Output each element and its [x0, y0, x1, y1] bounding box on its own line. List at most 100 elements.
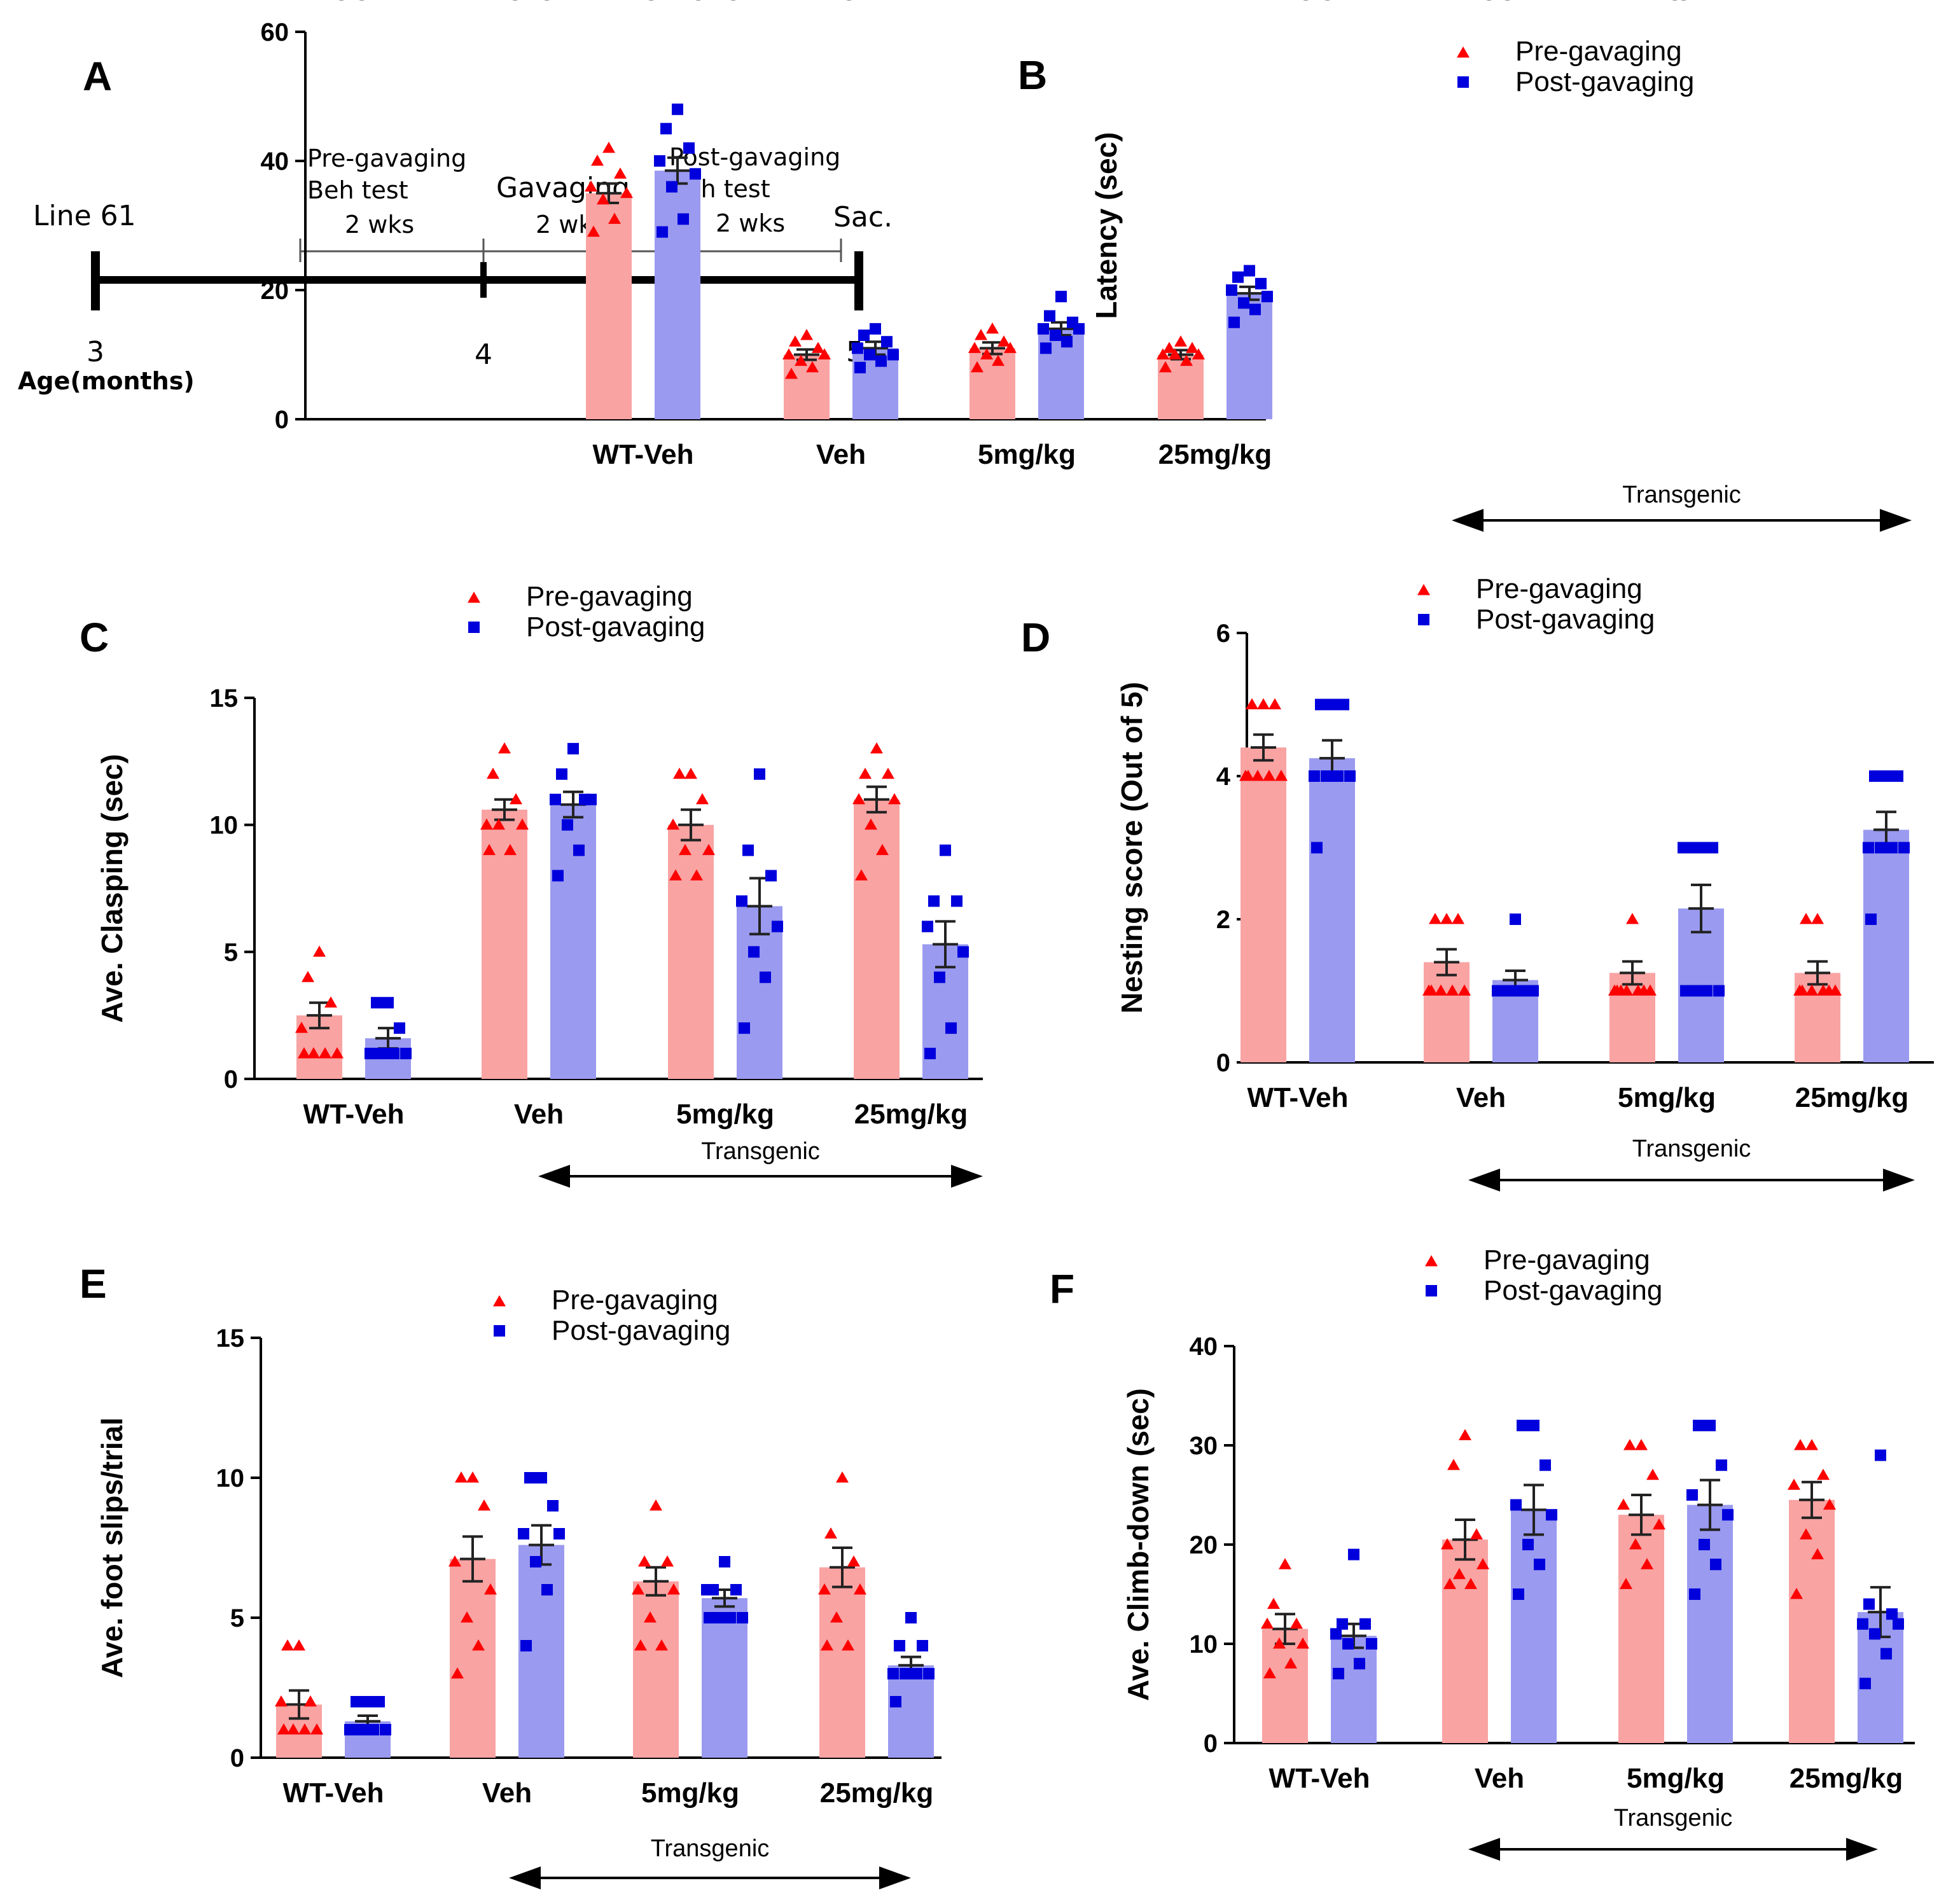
point-pre-25mg-kg-f-7 [1790, 1588, 1803, 1599]
point-pre-25mg-kg-d-0 [1811, 913, 1824, 924]
point-post-wt-veh-d-1 [1315, 698, 1326, 711]
point-pre-25mg-kg-e-0 [836, 1471, 849, 1483]
panel-label-a: A [83, 53, 112, 99]
bar-post-wt-veh-b [655, 170, 700, 419]
point-post-5mg-kg-d-3 [1678, 842, 1689, 854]
point-post-wt-veh-e-5 [356, 1724, 368, 1735]
point-pre-wt-veh-c-4 [331, 1047, 344, 1059]
panel-c-clasping-chart: C Ave. Clasping (sec) 0 5 10 15 WT-Veh Veh 5mg/k… [80, 0, 983, 1188]
segment-bracket-pre [299, 239, 485, 262]
y-tick-label-e-0: 0 [230, 1744, 244, 1772]
point-post-wt-veh-f-4 [1366, 1638, 1377, 1650]
point-post-wt-veh-e-2 [373, 1696, 385, 1707]
significance-label-veh-f: ns [1484, 0, 1515, 6]
point-post-5mg-kg-f-1 [1693, 1419, 1704, 1431]
point-pre-veh-f-7 [1443, 1578, 1456, 1589]
y-tick-label-b-60: 60 [261, 18, 289, 46]
point-pre-25mg-kg-c-3 [852, 793, 865, 805]
point-post-wt-veh-f-0 [1348, 1548, 1359, 1560]
point-post-veh-d-7 [1494, 985, 1506, 997]
point-post-5mg-kg-d-2 [1707, 842, 1718, 854]
transgenic-arrow-left-head-d [1468, 1169, 1500, 1192]
point-post-5mg-kg-f-4 [1722, 1509, 1734, 1521]
y-tick-label-e-5: 5 [230, 1604, 244, 1632]
y-tick-label-c-15: 15 [210, 684, 239, 712]
point-post-25mg-kg-b-1 [1232, 271, 1244, 283]
point-pre-wt-veh-c-5 [307, 1047, 320, 1059]
transgenic-label-c: Transgenic [701, 1138, 820, 1165]
point-post-5mg-kg-b-4 [1073, 323, 1085, 335]
point-pre-25mg-kg-b-6 [1180, 354, 1193, 366]
legend-pre-marker-f [1425, 1255, 1438, 1267]
point-pre-25mg-kg-d-5 [1805, 984, 1818, 996]
point-pre-veh-e-1 [455, 1471, 468, 1483]
significance-label-5mg-kg-c: ns [710, 0, 741, 6]
transgenic-arrow-f [1468, 1838, 1878, 1861]
point-post-wt-veh-c-5 [377, 1048, 388, 1060]
point-post-25mg-kg-c-3 [922, 921, 933, 933]
point-pre-veh-f-4 [1477, 1558, 1489, 1569]
point-pre-wt-veh-b-0 [602, 141, 615, 153]
y-tick-label-c-5: 5 [224, 938, 238, 966]
point-pre-5mg-kg-b-0 [986, 322, 999, 334]
point-pre-25mg-kg-c-4 [888, 793, 901, 805]
legend-post-marker-b [1457, 76, 1469, 88]
point-pre-veh-b-0 [800, 329, 813, 340]
point-pre-5mg-kg-c-7 [669, 869, 682, 881]
point-post-veh-c-0 [567, 742, 579, 754]
legend-post-label-c: Post-gavaging [526, 611, 705, 643]
segment-post-duration: 2 wks [716, 209, 785, 237]
point-post-veh-d-4 [1527, 985, 1539, 997]
point-pre-veh-b-6 [806, 361, 819, 373]
point-pre-veh-b-2 [812, 342, 824, 353]
point-pre-5mg-kg-b-6 [992, 354, 1004, 366]
point-post-veh-c-7 [552, 870, 564, 882]
significance-label-5mg-kg-b: * [1019, 0, 1034, 6]
significance-label-25mg-kg-e: *** [854, 0, 900, 6]
y-axis-label-c: Ave. Clasping (sec) [95, 754, 129, 1023]
point-post-veh-f-5 [1522, 1539, 1534, 1550]
point-post-25mg-kg-b-6 [1249, 303, 1261, 316]
legend-post-marker-d [1418, 614, 1429, 625]
point-post-veh-e-7 [520, 1640, 532, 1651]
bar-pre-veh-b [784, 354, 830, 419]
point-pre-25mg-kg-d-4 [1829, 984, 1842, 996]
point-pre-wt-veh-d-0 [1257, 698, 1270, 709]
y-tick-label-c-0: 0 [224, 1066, 238, 1094]
transgenic-arrow-left-head-b [1452, 509, 1484, 532]
transgenic-arrow-right-head-c [951, 1165, 983, 1188]
legend-post-marker-f [1426, 1285, 1437, 1296]
point-pre-25mg-kg-b-2 [1186, 342, 1199, 353]
y-tick-label-f-40: 40 [1190, 1333, 1218, 1361]
point-pre-veh-f-3 [1441, 1538, 1454, 1550]
panel-b-latency-chart: B Latency (sec) 0 20 40 60 WT-Veh Veh 5mg/kg 25mg… [261, 0, 1912, 532]
y-tick-label-b-40: 40 [261, 148, 289, 176]
point-post-veh-b-5 [864, 349, 875, 361]
panel-e-foot-slips-chart: E Ave. foot slips/trial 0 5 10 15 WT-Veh Veh 5mg… [80, 0, 942, 1889]
y-axis-label-b: Latency (sec) [1090, 132, 1123, 319]
point-pre-25mg-kg-f-6 [1811, 1548, 1824, 1560]
y-tick-label-b-20: 20 [261, 277, 289, 305]
point-pre-veh-b-1 [789, 335, 802, 347]
point-post-wt-veh-b-1 [660, 123, 672, 135]
y-tick-label-f-10: 10 [1190, 1630, 1218, 1658]
point-pre-wt-veh-b-6 [608, 212, 621, 224]
transgenic-arrow-right-head-e [879, 1866, 911, 1889]
legend-pre-label-e: Pre-gavaging [552, 1284, 718, 1316]
point-post-veh-f-1 [1517, 1419, 1528, 1431]
legend-post-label-f: Post-gavaging [1484, 1275, 1662, 1306]
point-post-25mg-kg-d-4 [1898, 842, 1910, 854]
point-pre-veh-f-5 [1453, 1567, 1466, 1580]
point-pre-25mg-kg-d-7 [1796, 984, 1809, 996]
point-post-wt-veh-b-7 [657, 226, 668, 238]
transgenic-arrow-c [538, 1165, 983, 1188]
transgenic-arrow-left-head-e [509, 1866, 541, 1889]
point-pre-wt-veh-d-2 [1268, 698, 1281, 709]
legend-pre-marker-d [1417, 584, 1430, 595]
significance-label-veh-d: ns [1466, 0, 1497, 6]
legend-post-label-e: Post-gavaging [552, 1315, 730, 1346]
point-pre-veh-b-3 [782, 348, 795, 359]
point-pre-25mg-kg-f-0 [1805, 1439, 1818, 1450]
point-post-25mg-kg-f-0 [1875, 1449, 1886, 1461]
x-category-label-wt-veh-c: WT-Veh [303, 1099, 405, 1130]
